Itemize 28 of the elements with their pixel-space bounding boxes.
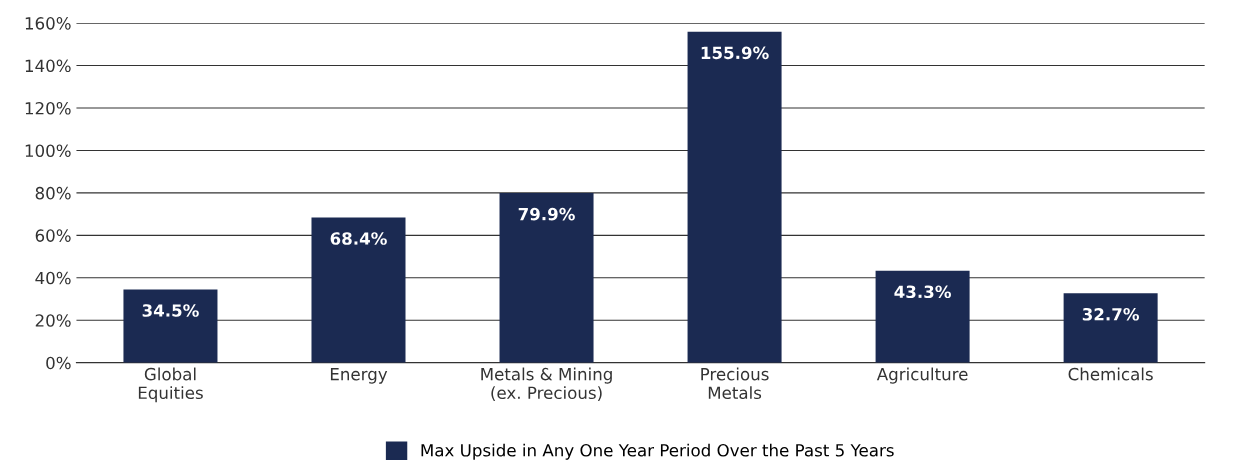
bar <box>875 270 970 363</box>
data-label: 43.3% <box>894 285 951 299</box>
y-tick-label: 0% <box>46 356 71 370</box>
y-tick-label: 40% <box>35 271 71 285</box>
x-tick-label: Energy <box>330 368 388 384</box>
data-label: 79.9% <box>518 207 575 221</box>
data-label: 155.9% <box>701 46 769 60</box>
bar <box>499 193 594 363</box>
bar <box>311 217 406 363</box>
x-tick-label: Metals & Mining (ex. Precious) <box>481 367 612 402</box>
bar <box>1063 293 1158 363</box>
y-tick-label: 160% <box>25 17 71 30</box>
bar <box>123 289 218 363</box>
y-tick-label: 60% <box>35 229 71 242</box>
y-tick-label: 80% <box>35 186 71 200</box>
x-tick-label: Global Equities <box>138 367 203 403</box>
data-label: 34.5% <box>142 304 199 317</box>
x-tick-label: Precious Metals <box>701 367 769 400</box>
legend-label: Max Upside in Any One Year Period Over the Past 5 Years <box>421 443 894 460</box>
y-tick-label: 20% <box>35 314 71 327</box>
x-tick-label: Agriculture <box>876 367 968 384</box>
data-label: 32.7% <box>1082 307 1140 321</box>
bar <box>687 31 782 363</box>
y-tick-label: 100% <box>25 144 71 158</box>
x-tick-label: Chemicals <box>1068 367 1153 381</box>
y-tick-label: 140% <box>25 59 71 73</box>
data-label: 68.4% <box>330 232 387 245</box>
y-tick-label: 120% <box>25 101 71 115</box>
